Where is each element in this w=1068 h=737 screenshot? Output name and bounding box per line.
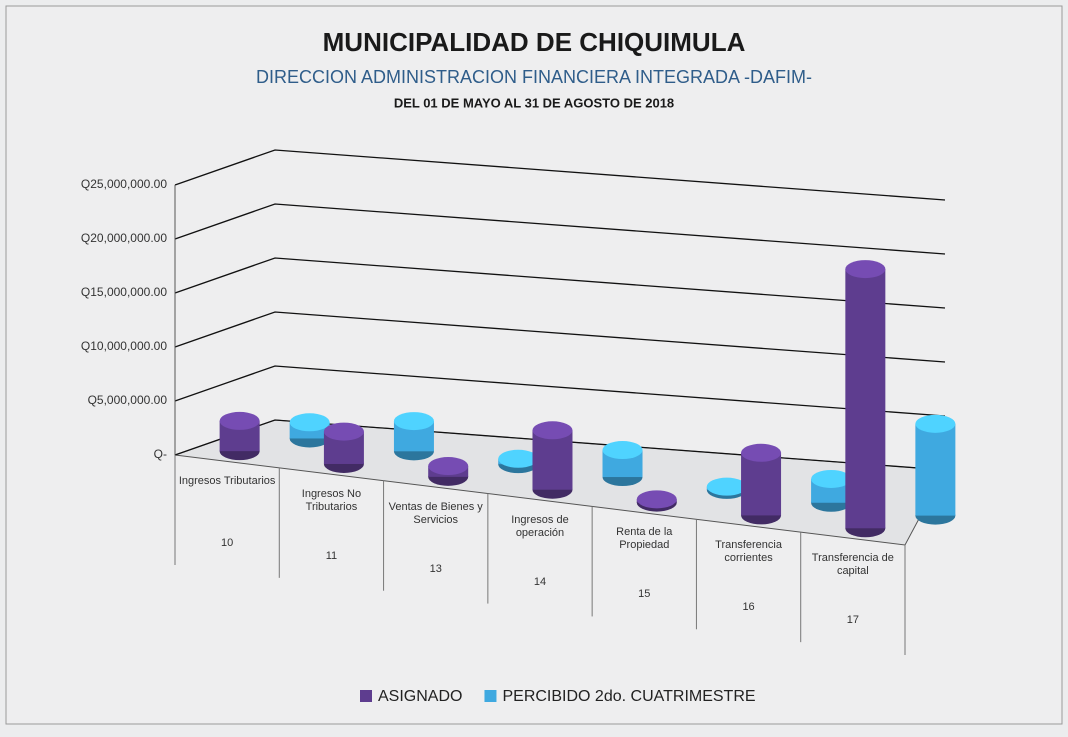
chart-subtitle: DIRECCION ADMINISTRACION FINANCIERA INTE… bbox=[256, 67, 812, 87]
cylinder bbox=[706, 477, 747, 499]
cylinder bbox=[393, 412, 434, 461]
cylinder-top bbox=[289, 413, 330, 432]
chart-title: MUNICIPALIDAD DE CHIQUIMULA bbox=[323, 27, 746, 57]
x-group-label: 14 bbox=[533, 575, 547, 588]
x-group-label: 10 bbox=[221, 537, 234, 549]
x-group-label: 17 bbox=[846, 614, 859, 627]
cylinder bbox=[811, 469, 852, 512]
cylinder-top bbox=[741, 443, 782, 462]
grid-line bbox=[174, 365, 946, 417]
x-tick-label: Ingresos de operación bbox=[511, 513, 569, 539]
cylinder bbox=[289, 413, 330, 448]
y-tick-label: Q15,000,000.00 bbox=[81, 285, 167, 299]
cylinder-body bbox=[845, 269, 886, 529]
legend-label: ASIGNADO bbox=[378, 688, 462, 705]
cylinder bbox=[498, 449, 539, 474]
x-tick-label: Transferencia corrientes bbox=[715, 539, 782, 565]
grid-line bbox=[174, 149, 946, 201]
x-tick-label: Ingresos No Tributarios bbox=[301, 487, 362, 513]
cylinder-top bbox=[811, 469, 852, 488]
x-tick-label: Ingresos Tributarios bbox=[178, 475, 276, 487]
y-tick-label: Q25,000,000.00 bbox=[81, 177, 167, 191]
cylinder-top bbox=[393, 412, 434, 431]
x-tick-label: Renta de la Propiedad bbox=[616, 526, 673, 552]
legend-swatch bbox=[484, 690, 497, 702]
grid-line bbox=[174, 419, 946, 471]
cylinder bbox=[323, 422, 364, 473]
y-tick-label: Q- bbox=[154, 447, 167, 461]
x-group-label: 13 bbox=[429, 562, 442, 575]
cylinder-top bbox=[428, 457, 469, 476]
cylinder bbox=[532, 421, 573, 499]
chart-frame bbox=[5, 5, 1063, 725]
x-group-label: 11 bbox=[325, 549, 338, 562]
cylinder-top bbox=[915, 414, 956, 433]
cylinder-top bbox=[219, 411, 260, 430]
x-tick-label: Transferencia de capital bbox=[811, 552, 894, 578]
grid-line bbox=[174, 311, 946, 363]
cylinder-top bbox=[532, 421, 573, 440]
grid-line bbox=[174, 203, 946, 255]
cylinder bbox=[428, 457, 469, 486]
cylinder bbox=[219, 411, 260, 461]
cylinder bbox=[741, 443, 782, 525]
y-tick-label: Q10,000,000.00 bbox=[81, 339, 167, 353]
grid-line bbox=[174, 257, 946, 309]
chart-period: DEL 01 DE MAYO AL 31 DE AGOSTO DE 2018 bbox=[394, 95, 674, 110]
cylinder-top bbox=[498, 449, 539, 468]
cylinder-body bbox=[532, 430, 573, 490]
y-tick-label: Q20,000,000.00 bbox=[81, 231, 167, 245]
cylinder bbox=[915, 414, 956, 525]
cylinder-body bbox=[915, 423, 956, 516]
x-group-label: 15 bbox=[638, 588, 651, 601]
cylinder-top bbox=[602, 441, 643, 460]
x-tick-label: Ventas de Bienes y Servicios bbox=[388, 500, 483, 526]
legend-label: PERCIBIDO 2do. CUATRIMESTRE bbox=[502, 688, 755, 705]
cylinder-top bbox=[323, 422, 364, 441]
cylinder-body bbox=[741, 452, 782, 516]
legend-swatch bbox=[360, 690, 372, 702]
y-tick-label: Q5,000,000.00 bbox=[88, 393, 168, 407]
cylinder-top bbox=[845, 260, 886, 279]
cylinder bbox=[602, 441, 643, 487]
cylinder-top bbox=[636, 490, 677, 509]
cylinder-top bbox=[706, 477, 747, 496]
cylinder bbox=[845, 260, 886, 538]
cylinder bbox=[636, 490, 677, 512]
x-group-label: 16 bbox=[742, 601, 755, 614]
